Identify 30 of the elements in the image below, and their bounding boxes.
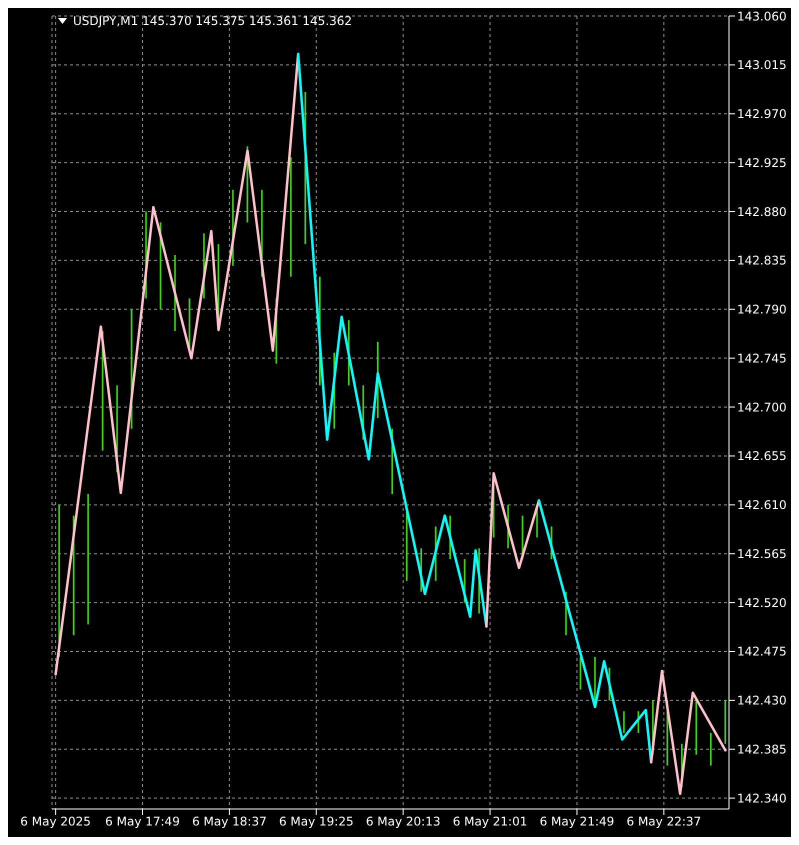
y-tick-label: 142.700	[737, 400, 787, 414]
y-tick-label: 142.970	[737, 107, 787, 122]
x-tick-label: 6 May 18:37	[192, 814, 267, 829]
y-tick-label: 142.520	[737, 596, 787, 610]
line-series	[538, 499, 652, 764]
x-tick-label: 6 May 21:49	[540, 814, 614, 829]
x-tick-label: 6 May 22:37	[626, 814, 702, 829]
y-tick-label: 142.655	[737, 449, 787, 464]
y-tick-label: 142.925	[737, 156, 787, 170]
y-tick-label: 143.060	[737, 9, 787, 24]
y-tick-label: 142.385	[737, 742, 787, 757]
x-tick-label: 6 May 21:01	[452, 814, 528, 829]
y-tick-label: 142.340	[737, 791, 787, 806]
y-tick-label: 142.880	[737, 204, 787, 219]
line-series	[650, 670, 727, 796]
x-tick-label: 6 May 19:25	[278, 814, 354, 829]
x-tick-label: 6 May 2025	[20, 814, 91, 829]
line-series	[485, 472, 540, 628]
x-tick-label: 6 May 17:49	[105, 814, 180, 829]
y-tick-label: 142.610	[737, 498, 787, 512]
y-tick-label: 142.745	[737, 351, 787, 366]
chart-title: USDJPY,M1 145.370 145.375 145.361 145.362	[73, 14, 352, 28]
y-tick-label: 142.565	[737, 546, 787, 561]
x-tick-label: 6 May 20:13	[366, 814, 440, 829]
y-tick-label: 142.835	[737, 254, 787, 268]
line-series	[296, 52, 488, 628]
y-tick-label: 142.430	[737, 694, 787, 708]
y-tick-label: 142.475	[737, 644, 787, 659]
y-tick-label: 142.790	[737, 302, 787, 317]
y-tick-label: 143.015	[737, 58, 787, 72]
